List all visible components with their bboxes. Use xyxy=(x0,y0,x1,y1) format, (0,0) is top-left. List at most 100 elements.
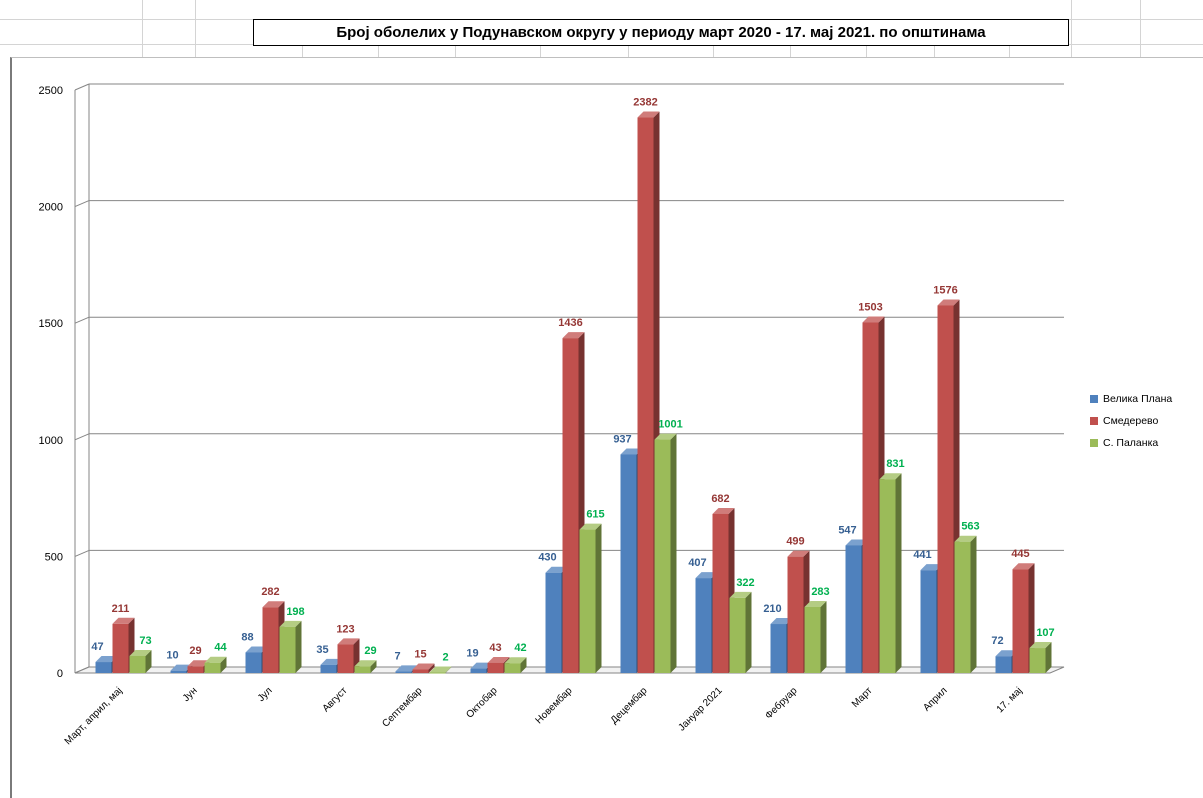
bar-top xyxy=(112,617,135,624)
gridline-side xyxy=(74,549,90,557)
legend-swatch-series-2 xyxy=(1090,417,1098,425)
bar xyxy=(487,662,504,673)
bar-side xyxy=(1045,642,1052,673)
data-label: 198 xyxy=(286,606,304,618)
bar-top xyxy=(995,650,1018,657)
data-label: 441 xyxy=(913,549,931,561)
bar-top xyxy=(579,523,602,530)
bar xyxy=(395,671,412,673)
data-label: 282 xyxy=(261,586,279,598)
x-tick-label: Март, април, мај xyxy=(63,685,125,747)
bar-side xyxy=(595,523,602,673)
bar-side xyxy=(745,591,752,673)
bar-top xyxy=(937,299,960,306)
bar-top xyxy=(354,660,377,667)
data-label: 7 xyxy=(394,650,400,662)
bar-top xyxy=(654,433,677,440)
data-label: 2382 xyxy=(633,97,657,109)
bar-side xyxy=(220,656,227,673)
bar-side xyxy=(895,473,902,673)
gridline-side xyxy=(74,433,90,441)
data-label: 2 xyxy=(442,652,448,664)
bar-top xyxy=(1012,563,1035,570)
data-label: 44 xyxy=(214,642,227,654)
bar xyxy=(354,666,371,673)
bar-top xyxy=(804,601,827,608)
bar-side xyxy=(145,649,152,673)
legend-label-series-2: Смедерево xyxy=(1103,415,1159,427)
chart-area xyxy=(10,57,1203,798)
bar-top xyxy=(637,111,660,118)
bar-top xyxy=(187,660,210,667)
bar xyxy=(995,656,1012,673)
data-label: 47 xyxy=(91,641,103,653)
bar xyxy=(562,338,579,673)
bar xyxy=(712,513,729,673)
data-label: 29 xyxy=(364,645,376,657)
bar-top xyxy=(204,656,227,663)
data-label: 563 xyxy=(961,521,979,533)
gridline-side xyxy=(74,200,90,208)
x-tick-label: Август xyxy=(321,685,350,714)
bar-top xyxy=(545,566,568,573)
bar-top xyxy=(504,657,527,664)
bar-top xyxy=(487,656,510,663)
bar-top xyxy=(695,572,718,579)
x-tick-label: Јун xyxy=(181,685,200,704)
data-label: 107 xyxy=(1036,627,1054,639)
gridline-side xyxy=(74,316,90,324)
data-label: 1001 xyxy=(658,419,682,431)
bar-side xyxy=(295,620,302,673)
data-label: 15 xyxy=(414,649,426,661)
bar-top xyxy=(170,664,193,671)
data-label: 43 xyxy=(489,642,501,654)
data-label: 615 xyxy=(586,509,604,521)
bar-side xyxy=(428,663,435,673)
data-label: 73 xyxy=(139,635,151,647)
data-label: 430 xyxy=(538,552,556,564)
bar xyxy=(245,652,262,673)
bar-top xyxy=(879,473,902,480)
data-label: 123 xyxy=(336,623,354,635)
x-tick-label: Јануар 2021 xyxy=(676,685,724,733)
x-tick-label: Јул xyxy=(256,685,275,704)
data-label: 19 xyxy=(466,648,478,660)
y-tick-label: 1000 xyxy=(39,435,63,447)
legend-swatch-series-3 xyxy=(1090,439,1098,447)
bar xyxy=(879,479,896,673)
data-label: 499 xyxy=(786,536,804,548)
bar-top xyxy=(470,662,493,669)
bar xyxy=(695,578,712,673)
legend-label-series-3: С. Паланка xyxy=(1103,437,1159,449)
chart-legend: Велика Плана Смедерево С. Паланка xyxy=(1090,388,1172,454)
bar-top xyxy=(920,564,943,571)
data-label: 322 xyxy=(736,577,754,589)
data-label: 682 xyxy=(711,493,729,505)
bar-top xyxy=(279,620,302,627)
data-label: 407 xyxy=(688,557,706,569)
bar xyxy=(804,607,821,673)
bar-top xyxy=(620,448,643,455)
bar xyxy=(337,644,354,673)
bar xyxy=(412,669,429,673)
data-label: 1576 xyxy=(933,284,957,296)
bar xyxy=(579,529,596,673)
bar-top xyxy=(562,332,585,339)
bar xyxy=(1029,648,1046,673)
bar-side xyxy=(445,666,452,673)
chart-title: Број оболелих у Подунавском округу у пер… xyxy=(253,19,1069,46)
data-label: 547 xyxy=(838,524,856,536)
x-tick-label: Април xyxy=(921,685,949,713)
bar-top xyxy=(245,646,268,653)
data-label: 1503 xyxy=(858,302,882,314)
bar-top xyxy=(787,550,810,557)
x-tick-label: Септембар xyxy=(380,684,425,729)
data-label: 88 xyxy=(241,631,253,643)
bar xyxy=(729,597,746,673)
bar xyxy=(637,117,654,674)
legend-item-series-3: С. Паланка xyxy=(1090,432,1172,454)
bar-top xyxy=(337,638,360,645)
bar xyxy=(170,670,187,673)
x-tick-label: Октобар xyxy=(464,684,500,720)
